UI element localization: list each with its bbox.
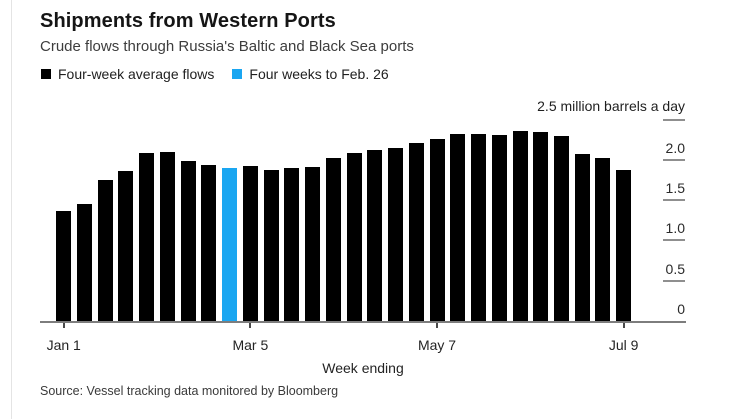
x-axis-tick: [622, 323, 625, 328]
legend-swatch-blue-icon: [232, 69, 243, 79]
bar: [97, 180, 113, 321]
bar: [180, 160, 196, 321]
y-axis-tick-label: 2.0: [665, 139, 685, 156]
bar: [284, 167, 300, 321]
bar: [512, 130, 528, 321]
bar: [305, 167, 321, 321]
chart-subtitle: Crude flows through Russia's Baltic and …: [40, 38, 414, 55]
legend: Four-week average flows Four weeks to Fe…: [41, 66, 389, 82]
x-axis-baseline: [40, 321, 686, 323]
bar: [554, 135, 569, 321]
bar: [616, 170, 632, 321]
y-axis-unit-label: 2.5 million barrels a day: [537, 98, 685, 114]
y-axis-tick: [663, 239, 685, 242]
bar: [491, 134, 507, 321]
bar: [346, 152, 362, 321]
legend-item-average-flows: Four-week average flows: [41, 66, 214, 82]
bar: [429, 138, 445, 321]
y-axis-tick-label: 0: [677, 301, 685, 317]
y-axis-tick-label: 1.5: [665, 180, 685, 197]
legend-item-feb26: Four weeks to Feb. 26: [232, 66, 389, 82]
bar: [367, 150, 383, 321]
y-axis-tick: [663, 118, 685, 121]
x-axis-tick: [249, 323, 252, 328]
x-axis-tick: [436, 323, 438, 328]
bar: [574, 154, 590, 321]
bar: [76, 204, 92, 321]
y-axis-tick: [663, 279, 685, 282]
bar: [408, 142, 424, 321]
chart-title: Shipments from Western Ports: [40, 10, 336, 32]
left-edge-divider: [11, 0, 12, 419]
y-axis-tick-label: 1.0: [665, 220, 685, 237]
bar-highlighted: [222, 167, 238, 321]
bar: [56, 210, 72, 321]
legend-swatch-black-icon: [41, 69, 51, 79]
bar: [471, 134, 486, 321]
bar: [325, 158, 341, 321]
bar: [242, 166, 258, 321]
legend-label: Four weeks to Feb. 26: [249, 66, 389, 82]
x-axis-tick-label: Jan 1: [46, 337, 81, 353]
x-axis-title: Week ending: [322, 360, 404, 376]
y-axis-tick-label: 0.5: [665, 260, 685, 277]
bar: [388, 147, 403, 321]
bar: [201, 165, 217, 321]
bar: [263, 169, 279, 321]
x-axis-tick-label: Jul 9: [608, 337, 639, 353]
bar: [533, 131, 549, 321]
bar: [118, 171, 134, 321]
bar: [139, 153, 155, 321]
bar: [450, 134, 466, 321]
bar: [595, 158, 611, 321]
y-axis-tick: [663, 199, 685, 202]
x-axis-tick: [62, 323, 65, 328]
x-axis-tick-label: Mar 5: [232, 337, 269, 353]
legend-label: Four-week average flows: [58, 66, 215, 82]
y-axis-tick: [663, 158, 685, 161]
x-axis-tick-label: May 7: [417, 337, 457, 353]
bar: [159, 151, 175, 321]
source-note: Source: Vessel tracking data monitored b…: [40, 384, 339, 398]
